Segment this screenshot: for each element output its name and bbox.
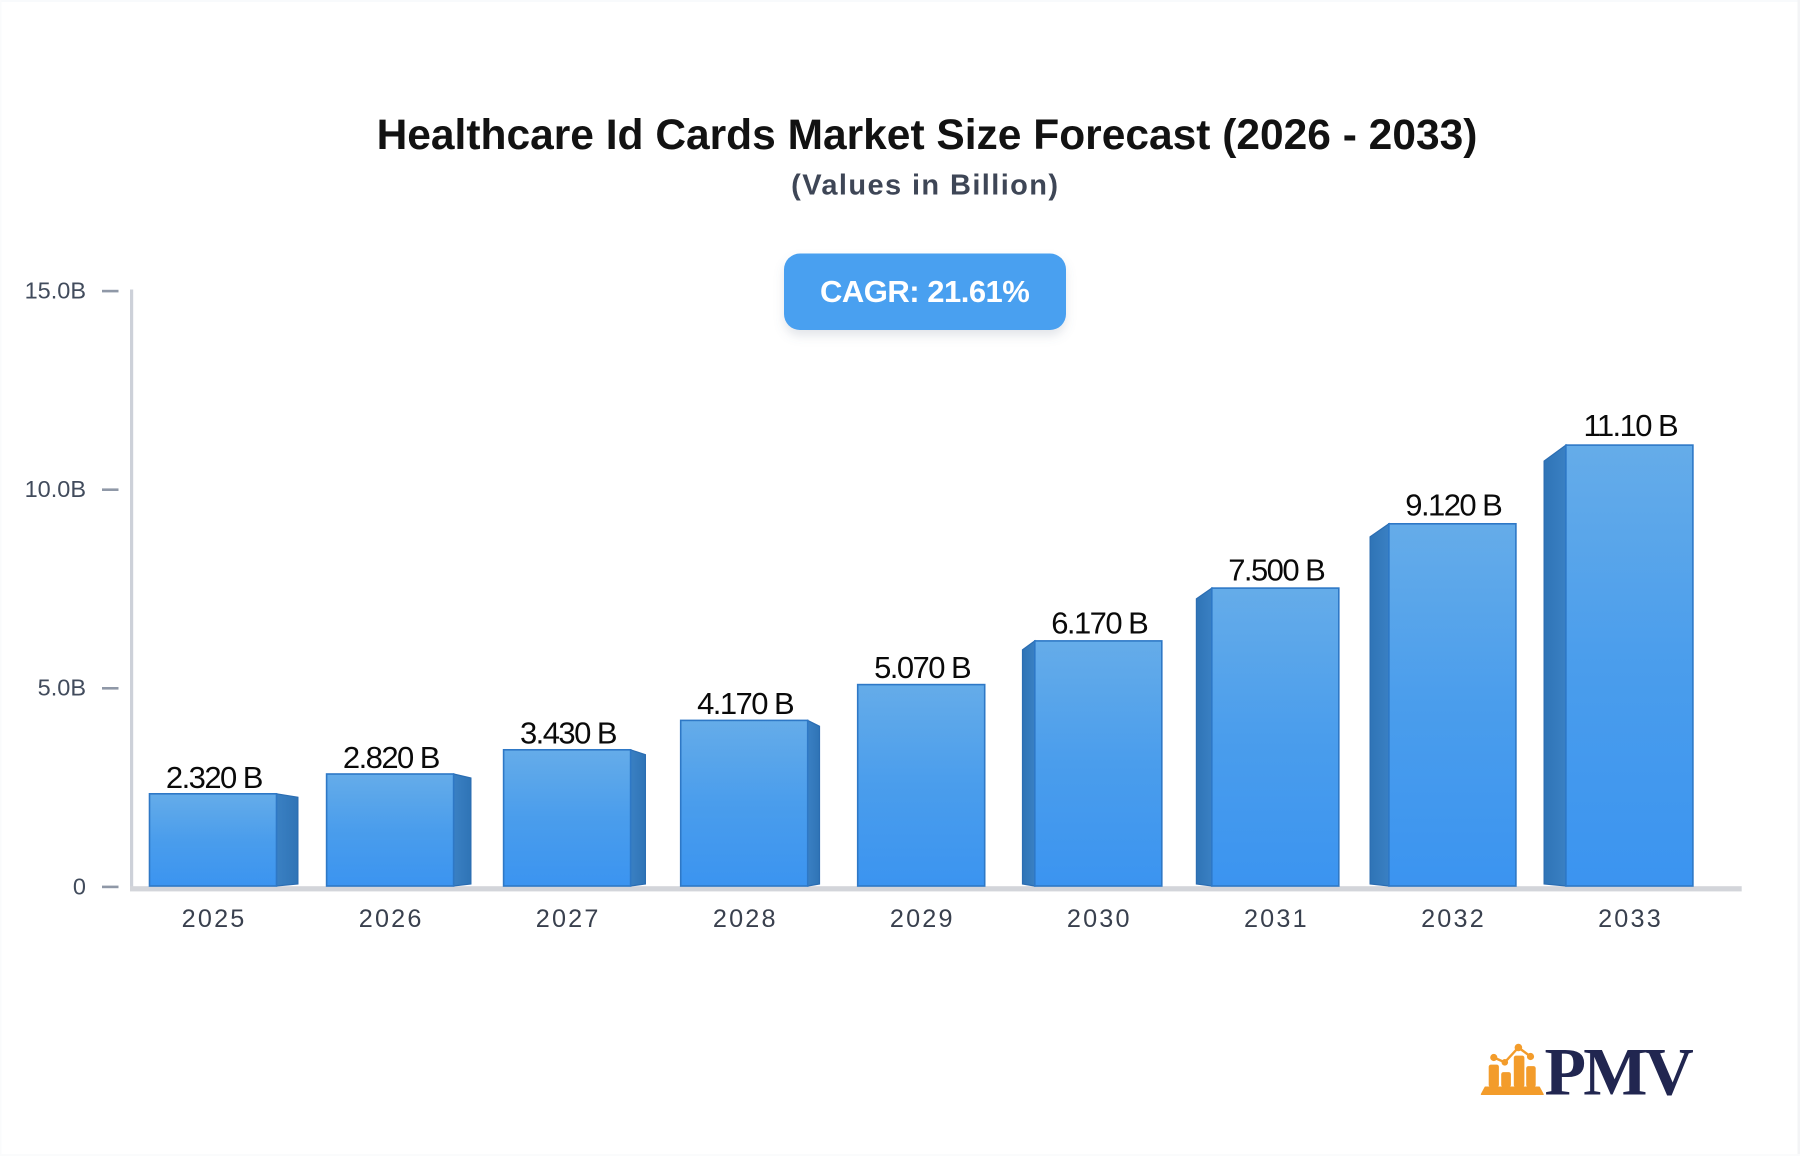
svg-text:PMV: PMV	[1545, 1034, 1694, 1110]
svg-text:CAGR: 21.61%: CAGR: 21.61%	[820, 274, 1029, 309]
svg-text:2028: 2028	[713, 905, 778, 933]
svg-text:2.820 B: 2.820 B	[343, 740, 440, 775]
svg-text:2025: 2025	[182, 905, 247, 933]
svg-text:6.170 B: 6.170 B	[1051, 606, 1148, 641]
svg-text:2.320 B: 2.320 B	[166, 760, 263, 795]
svg-text:5.0B: 5.0B	[38, 675, 86, 701]
svg-text:2027: 2027	[536, 905, 601, 933]
svg-text:3.430 B: 3.430 B	[520, 716, 617, 751]
svg-text:2026: 2026	[359, 905, 424, 933]
svg-text:2030: 2030	[1067, 905, 1132, 933]
svg-text:15.0B: 15.0B	[25, 278, 86, 304]
svg-text:0: 0	[73, 873, 86, 899]
svg-text:5.070 B: 5.070 B	[874, 650, 971, 685]
svg-text:9.120 B: 9.120 B	[1405, 488, 1502, 523]
svg-text:2032: 2032	[1421, 905, 1486, 933]
svg-text:(Values in Billion): (Values in Billion)	[791, 170, 1059, 202]
svg-text:2033: 2033	[1598, 905, 1663, 933]
svg-text:2031: 2031	[1244, 905, 1309, 933]
svg-text:7.500 B: 7.500 B	[1228, 552, 1325, 587]
svg-text:10.0B: 10.0B	[25, 476, 86, 502]
svg-text:2029: 2029	[890, 905, 955, 933]
svg-text:4.170 B: 4.170 B	[697, 686, 794, 721]
svg-text:Healthcare Id Cards Market Siz: Healthcare Id Cards Market Size Forecast…	[377, 112, 1478, 159]
svg-text:11.10 B: 11.10 B	[1583, 408, 1678, 443]
